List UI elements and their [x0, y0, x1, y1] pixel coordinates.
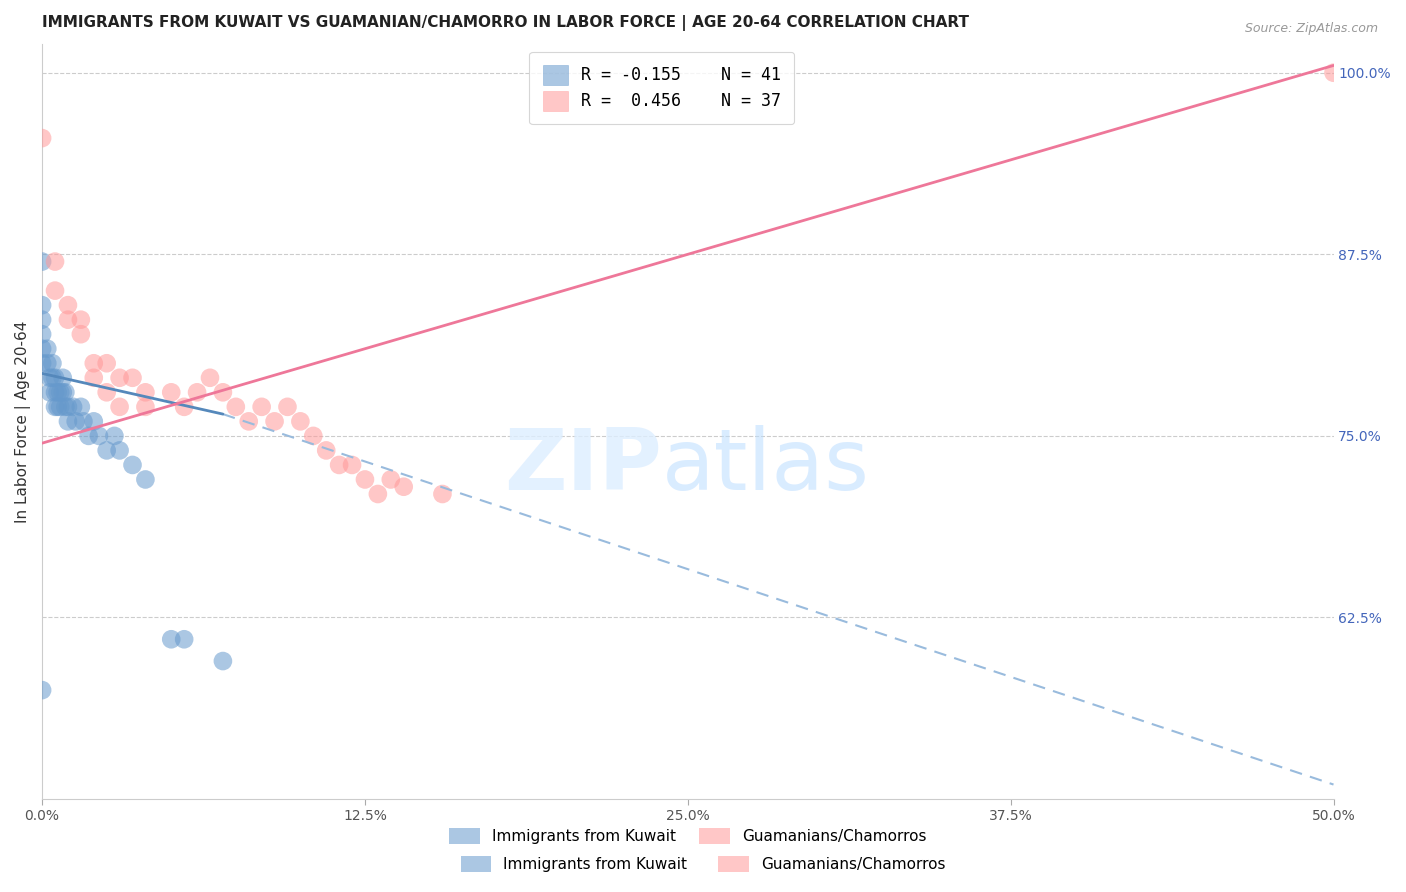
- Point: [1322, 66, 1344, 80]
- Point: [108, 443, 131, 458]
- Point: [290, 414, 312, 428]
- Text: Source: ZipAtlas.com: Source: ZipAtlas.com: [1244, 22, 1378, 36]
- Point: [103, 429, 125, 443]
- Text: atlas: atlas: [662, 425, 870, 508]
- Legend: Immigrants from Kuwait, Guamanians/Chamorros: Immigrants from Kuwait, Guamanians/Chamo…: [453, 848, 953, 880]
- Point: [83, 356, 105, 370]
- Point: [38, 371, 60, 385]
- Point: [56, 312, 79, 326]
- Point: [96, 385, 118, 400]
- Point: [31, 254, 53, 268]
- Point: [173, 632, 195, 647]
- Point: [31, 312, 53, 326]
- Point: [328, 458, 350, 472]
- Point: [31, 683, 53, 698]
- Point: [108, 371, 131, 385]
- Legend: R = -0.155    N = 41, R =  0.456    N = 37: R = -0.155 N = 41, R = 0.456 N = 37: [530, 52, 794, 124]
- Point: [70, 400, 93, 414]
- Point: [186, 385, 208, 400]
- Point: [96, 443, 118, 458]
- Point: [56, 400, 79, 414]
- Point: [70, 327, 93, 342]
- Point: [49, 400, 72, 414]
- Point: [41, 371, 63, 385]
- Point: [367, 487, 389, 501]
- Point: [198, 371, 221, 385]
- Point: [121, 458, 143, 472]
- Point: [212, 385, 235, 400]
- Point: [134, 473, 156, 487]
- Point: [238, 414, 260, 428]
- Point: [44, 284, 66, 298]
- Point: [62, 400, 84, 414]
- Point: [87, 429, 110, 443]
- Point: [44, 385, 66, 400]
- Point: [38, 385, 60, 400]
- Text: IMMIGRANTS FROM KUWAIT VS GUAMANIAN/CHAMORRO IN LABOR FORCE | AGE 20-64 CORRELAT: IMMIGRANTS FROM KUWAIT VS GUAMANIAN/CHAM…: [42, 15, 969, 31]
- Point: [160, 385, 183, 400]
- Point: [37, 342, 59, 356]
- Point: [31, 342, 53, 356]
- Point: [108, 400, 131, 414]
- Point: [340, 458, 363, 472]
- Point: [354, 473, 377, 487]
- Point: [250, 400, 273, 414]
- Point: [65, 414, 87, 428]
- Point: [432, 487, 454, 501]
- Point: [53, 385, 76, 400]
- Point: [83, 371, 105, 385]
- Point: [173, 400, 195, 414]
- Point: [134, 400, 156, 414]
- Point: [77, 429, 100, 443]
- Point: [212, 654, 235, 668]
- Point: [56, 298, 79, 312]
- Point: [46, 385, 69, 400]
- Point: [49, 385, 72, 400]
- Point: [44, 371, 66, 385]
- Point: [56, 414, 79, 428]
- Point: [83, 414, 105, 428]
- Point: [121, 371, 143, 385]
- Point: [276, 400, 298, 414]
- Point: [44, 400, 66, 414]
- Point: [37, 356, 59, 370]
- Point: [46, 400, 69, 414]
- Point: [225, 400, 247, 414]
- Point: [41, 356, 63, 370]
- Point: [53, 400, 76, 414]
- Point: [31, 131, 53, 145]
- Point: [263, 414, 285, 428]
- Point: [160, 632, 183, 647]
- Point: [72, 414, 94, 428]
- Point: [392, 480, 415, 494]
- Text: ZIP: ZIP: [505, 425, 662, 508]
- Point: [31, 356, 53, 370]
- Point: [315, 443, 337, 458]
- Point: [70, 312, 93, 326]
- Point: [134, 385, 156, 400]
- Point: [31, 298, 53, 312]
- Point: [52, 385, 75, 400]
- Point: [31, 327, 53, 342]
- Y-axis label: In Labor Force | Age 20-64: In Labor Force | Age 20-64: [15, 320, 31, 523]
- Point: [44, 254, 66, 268]
- Point: [96, 356, 118, 370]
- Point: [52, 371, 75, 385]
- Point: [302, 429, 325, 443]
- Point: [380, 473, 402, 487]
